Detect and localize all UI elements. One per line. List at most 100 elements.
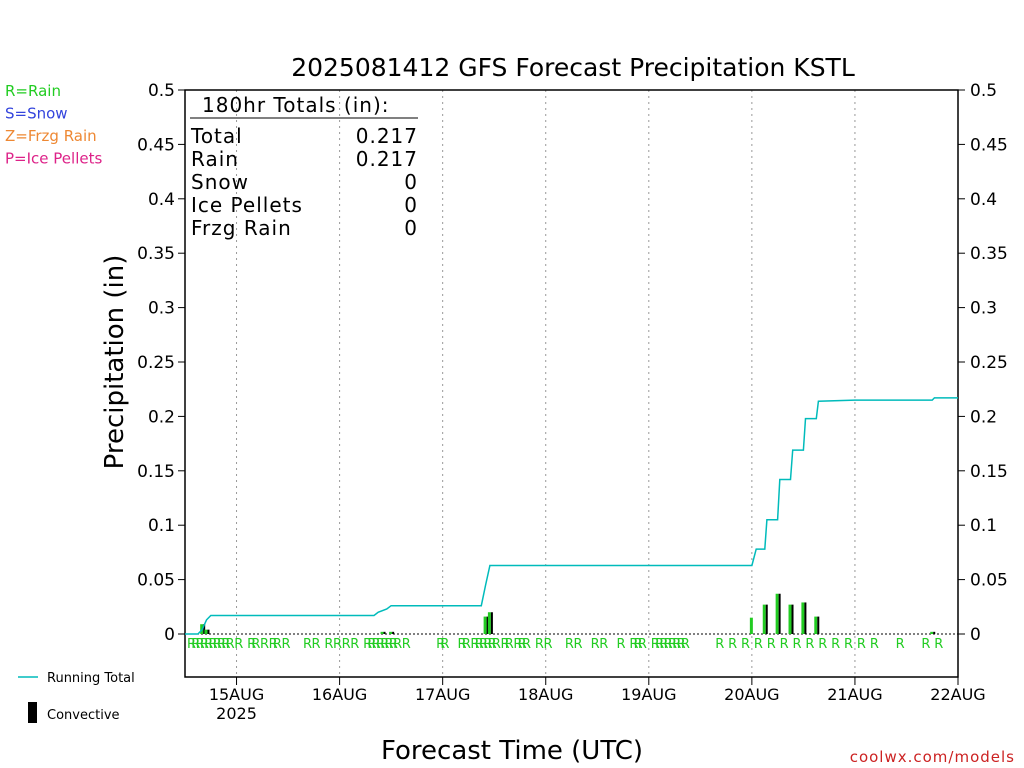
xtick-label-3: 18AUG bbox=[518, 685, 573, 704]
ptype-marker-26: R bbox=[376, 637, 385, 652]
ytick-label-left-4: 0.2 bbox=[148, 407, 175, 427]
ptype-marker-15: R bbox=[273, 637, 282, 652]
ptype-marker-43: R bbox=[505, 637, 514, 652]
ptype-marker-63: R bbox=[677, 637, 686, 652]
totals-label-2: Snow bbox=[191, 170, 249, 194]
convective-bar-0 bbox=[203, 624, 206, 634]
credit-link[interactable]: coolwx.com/models bbox=[850, 748, 1015, 766]
xtick-label-7: 22AUG bbox=[930, 685, 985, 704]
chart-title: 2025081412 GFS Forecast Precipitation KS… bbox=[291, 53, 855, 82]
totals-value-2: 0 bbox=[404, 170, 418, 194]
precip-bar-9 bbox=[788, 604, 792, 634]
ptype-marker-0: R bbox=[187, 637, 196, 652]
ptype-marker-46: R bbox=[522, 637, 531, 652]
totals-label-1: Rain bbox=[191, 147, 239, 171]
convective-bar-12 bbox=[933, 631, 936, 634]
precip-bar-2 bbox=[380, 631, 384, 634]
legend-type-1: S=Snow bbox=[5, 105, 68, 123]
ptype-marker-75: R bbox=[844, 637, 853, 652]
legend-type-3: P=Ice Pellets bbox=[5, 150, 102, 168]
ptype-marker-33: R bbox=[440, 637, 449, 652]
ptype-marker-47: R bbox=[535, 637, 544, 652]
ptype-marker-65: R bbox=[715, 637, 724, 652]
ytick-label-left-0: 0 bbox=[164, 625, 175, 645]
ptype-marker-27: R bbox=[380, 637, 389, 652]
xtick-label-6: 21AUG bbox=[827, 685, 882, 704]
xtick-label-4: 19AUG bbox=[621, 685, 676, 704]
convective-bar-7 bbox=[765, 604, 768, 634]
totals-value-4: 0 bbox=[404, 216, 418, 240]
ptype-marker-60: R bbox=[664, 637, 673, 652]
precip-bar-12 bbox=[930, 631, 934, 634]
ptype-marker-22: R bbox=[350, 637, 359, 652]
convective-bar-5 bbox=[490, 612, 493, 634]
ptype-marker-79: R bbox=[921, 637, 930, 652]
precip-bar-3 bbox=[389, 631, 393, 634]
ptype-marker-8: R bbox=[221, 637, 230, 652]
legend-convective-label: Convective bbox=[47, 708, 120, 723]
ptype-marker-61: R bbox=[668, 637, 677, 652]
convective-bar-10 bbox=[804, 602, 807, 634]
ptype-marker-14: R bbox=[269, 637, 278, 652]
ytick-label-right-6: 0.3 bbox=[970, 299, 997, 319]
convective-bar-2 bbox=[383, 631, 386, 634]
ytick-label-right-10: 0.5 bbox=[970, 81, 997, 101]
ptype-marker-53: R bbox=[616, 637, 625, 652]
convective-bar-1 bbox=[207, 629, 210, 634]
ptype-marker-40: R bbox=[488, 637, 497, 652]
ptype-marker-51: R bbox=[591, 637, 600, 652]
ptype-marker-23: R bbox=[363, 637, 372, 652]
ytick-label-right-2: 0.1 bbox=[970, 516, 997, 536]
ptype-marker-68: R bbox=[754, 637, 763, 652]
ptype-marker-57: R bbox=[651, 637, 660, 652]
ptype-marker-55: R bbox=[634, 637, 643, 652]
ptype-marker-35: R bbox=[462, 637, 471, 652]
ytick-label-left-10: 0.5 bbox=[148, 81, 175, 101]
ptype-marker-62: R bbox=[672, 637, 681, 652]
ptype-marker-21: R bbox=[342, 637, 351, 652]
ytick-label-right-9: 0.45 bbox=[970, 135, 1008, 155]
convective-bar-3 bbox=[392, 631, 395, 634]
convective-bar-8 bbox=[778, 593, 781, 634]
ptype-marker-64: R bbox=[681, 637, 690, 652]
ptype-marker-59: R bbox=[659, 637, 668, 652]
totals-label-0: Total bbox=[190, 124, 243, 148]
x-axis-label: Forecast Time (UTC) bbox=[381, 736, 643, 766]
ptype-marker-71: R bbox=[793, 637, 802, 652]
xtick-label-1: 16AUG bbox=[312, 685, 367, 704]
precip-bar-8 bbox=[775, 593, 779, 634]
ptype-marker-4: R bbox=[204, 637, 213, 652]
ptype-marker-41: R bbox=[492, 637, 501, 652]
ptype-marker-66: R bbox=[728, 637, 737, 652]
ytick-label-right-8: 0.4 bbox=[970, 190, 997, 210]
ptype-marker-76: R bbox=[857, 637, 866, 652]
convective-bar-4 bbox=[486, 616, 489, 634]
ptype-marker-16: R bbox=[281, 637, 290, 652]
ytick-label-left-3: 0.15 bbox=[137, 462, 175, 482]
ytick-label-right-7: 0.35 bbox=[970, 244, 1008, 264]
ptype-marker-54: R bbox=[629, 637, 638, 652]
day-gridlines bbox=[236, 90, 856, 677]
precip-bar-7 bbox=[762, 604, 766, 634]
ptype-marker-77: R bbox=[870, 637, 879, 652]
ytick-label-left-2: 0.1 bbox=[148, 516, 175, 536]
totals-value-0: 0.217 bbox=[356, 124, 418, 148]
precip-type-legend: R=Rain S=Snow Z=Frzg Rain P=Ice Pellets bbox=[5, 82, 102, 168]
ptype-marker-9: R bbox=[226, 637, 235, 652]
ptype-marker-13: R bbox=[260, 637, 269, 652]
precip-bar-6 bbox=[749, 617, 753, 634]
totals-box: 180hr Totals (in): Total 0.217 Rain 0.217 Sn… bbox=[190, 93, 418, 240]
ptype-marker-74: R bbox=[831, 637, 840, 652]
ptype-marker-56: R bbox=[638, 637, 647, 652]
ptype-marker-19: R bbox=[324, 637, 333, 652]
totals-label-3: Ice Pellets bbox=[191, 193, 303, 217]
ptype-marker-18: R bbox=[312, 637, 321, 652]
ptype-marker-20: R bbox=[333, 637, 342, 652]
ptype-marker-34: R bbox=[458, 637, 467, 652]
ptype-marker-5: R bbox=[208, 637, 217, 652]
totals-value-1: 0.217 bbox=[356, 147, 418, 171]
ptype-marker-39: R bbox=[483, 637, 492, 652]
y-axis-label: Precipitation (in) bbox=[100, 255, 130, 470]
